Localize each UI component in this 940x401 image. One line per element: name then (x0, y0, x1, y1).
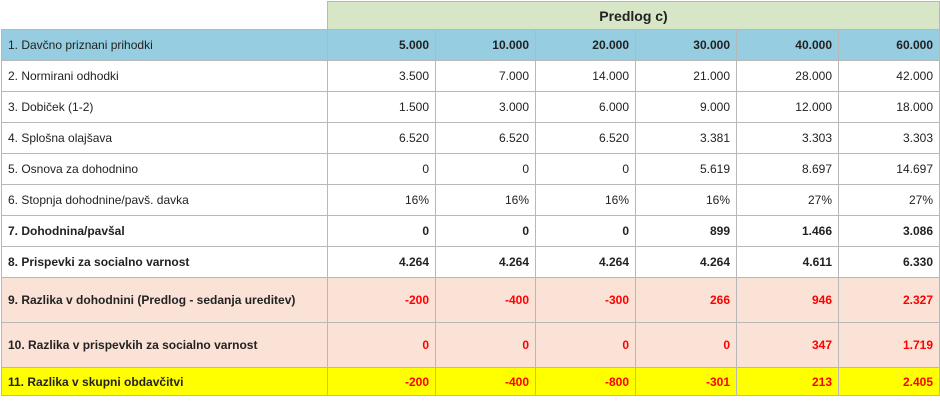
row-label: 7. Dohodnina/pavšal (1, 215, 328, 247)
table-row: 10. Razlika v prispevkih za socialno var… (1, 322, 940, 368)
row-label: 1. Davčno priznani prihodki (1, 29, 328, 61)
cell-value: 0 (435, 153, 536, 185)
cell-value: -400 (435, 367, 536, 396)
cell-value: 213 (736, 367, 839, 396)
cell-value: 0 (435, 322, 536, 368)
row-label: 8. Prispevki za socialno varnost (1, 246, 328, 278)
cell-value: 60.000 (838, 29, 940, 61)
cell-value: 347 (736, 322, 839, 368)
row-label: 11. Razlika v skupni obdavčitvi (1, 367, 328, 396)
cell-value: 3.303 (838, 122, 940, 154)
cell-value: -301 (635, 367, 737, 396)
table-row: 6. Stopnja dohodnine/pavš. davka 16% 16%… (1, 184, 940, 216)
cell-value: 3.086 (838, 215, 940, 247)
table-row-total: 11. Razlika v skupni obdavčitvi -200 -40… (1, 367, 940, 396)
cell-value: 2.327 (838, 277, 940, 323)
cell-value: 5.619 (635, 153, 737, 185)
row-label: 10. Razlika v prispevkih za socialno var… (1, 322, 328, 368)
cell-value: 3.381 (635, 122, 737, 154)
cell-value: 0 (327, 153, 436, 185)
cell-value: -400 (435, 277, 536, 323)
cell-value: 27% (838, 184, 940, 216)
cell-value: 10.000 (435, 29, 536, 61)
cell-value: 1.500 (327, 91, 436, 123)
cell-value: 4.264 (635, 246, 737, 278)
proposal-title: Predlog c) (327, 1, 940, 30)
cell-value: 16% (535, 184, 636, 216)
table-row: 2. Normirani odhodki 3.500 7.000 14.000 … (1, 60, 940, 92)
table-row: 8. Prispevki za socialno varnost 4.264 4… (1, 246, 940, 278)
cell-value: 946 (736, 277, 839, 323)
cell-value: 3.000 (435, 91, 536, 123)
cell-value: 20.000 (535, 29, 636, 61)
cell-value: 27% (736, 184, 839, 216)
row-label: 2. Normirani odhodki (1, 60, 328, 92)
cell-value: 6.330 (838, 246, 940, 278)
cell-value: 8.697 (736, 153, 839, 185)
cell-value: 0 (435, 215, 536, 247)
cell-value: 28.000 (736, 60, 839, 92)
cell-value: 0 (327, 322, 436, 368)
cell-value: 3.303 (736, 122, 839, 154)
row-label: 6. Stopnja dohodnine/pavš. davka (1, 184, 328, 216)
cell-value: 40.000 (736, 29, 839, 61)
header-row: Predlog c) (1, 1, 940, 30)
cell-value: 9.000 (635, 91, 737, 123)
cell-value: 1.719 (838, 322, 940, 368)
cell-value: 4.264 (327, 246, 436, 278)
cell-value: 42.000 (838, 60, 940, 92)
row-label: 3. Dobiček (1-2) (1, 91, 328, 123)
cell-value: 14.000 (535, 60, 636, 92)
cell-value: 16% (435, 184, 536, 216)
row-label: 5. Osnova za dohodnino (1, 153, 328, 185)
cell-value: -300 (535, 277, 636, 323)
cell-value: 0 (535, 153, 636, 185)
cell-value: 2.405 (838, 367, 940, 396)
cell-value: 7.000 (435, 60, 536, 92)
cell-value: 266 (635, 277, 737, 323)
cell-value: 30.000 (635, 29, 737, 61)
cell-value: 3.500 (327, 60, 436, 92)
cell-value: 4.264 (435, 246, 536, 278)
cell-value: 18.000 (838, 91, 940, 123)
table-row: 7. Dohodnina/pavšal 0 0 0 899 1.466 3.08… (1, 215, 940, 247)
cell-value: 6.520 (327, 122, 436, 154)
table-row: 5. Osnova za dohodnino 0 0 0 5.619 8.697… (1, 153, 940, 185)
cell-value: 0 (535, 322, 636, 368)
cell-value: -200 (327, 277, 436, 323)
cell-value: 12.000 (736, 91, 839, 123)
cell-value: 6.520 (435, 122, 536, 154)
cell-value: 16% (327, 184, 436, 216)
cell-value: 6.000 (535, 91, 636, 123)
cell-value: -800 (535, 367, 636, 396)
cell-value: 0 (635, 322, 737, 368)
cell-value: -200 (327, 367, 436, 396)
cell-value: 14.697 (838, 153, 940, 185)
cell-value: 16% (635, 184, 737, 216)
table-row: 4. Splošna olajšava 6.520 6.520 6.520 3.… (1, 122, 940, 154)
row-label: 9. Razlika v dohodnini (Predlog - sedanj… (1, 277, 328, 323)
cell-value: 0 (535, 215, 636, 247)
header-blank-cell (1, 1, 328, 30)
table-row: 1. Davčno priznani prihodki 5.000 10.000… (1, 29, 940, 61)
cell-value: 0 (327, 215, 436, 247)
table-row: 9. Razlika v dohodnini (Predlog - sedanj… (1, 277, 940, 323)
cell-value: 21.000 (635, 60, 737, 92)
cell-value: 5.000 (327, 29, 436, 61)
cell-value: 899 (635, 215, 737, 247)
cell-value: 6.520 (535, 122, 636, 154)
cell-value: 4.264 (535, 246, 636, 278)
cell-value: 4.611 (736, 246, 839, 278)
row-label: 4. Splošna olajšava (1, 122, 328, 154)
table-row: 3. Dobiček (1-2) 1.500 3.000 6.000 9.000… (1, 91, 940, 123)
cell-value: 1.466 (736, 215, 839, 247)
